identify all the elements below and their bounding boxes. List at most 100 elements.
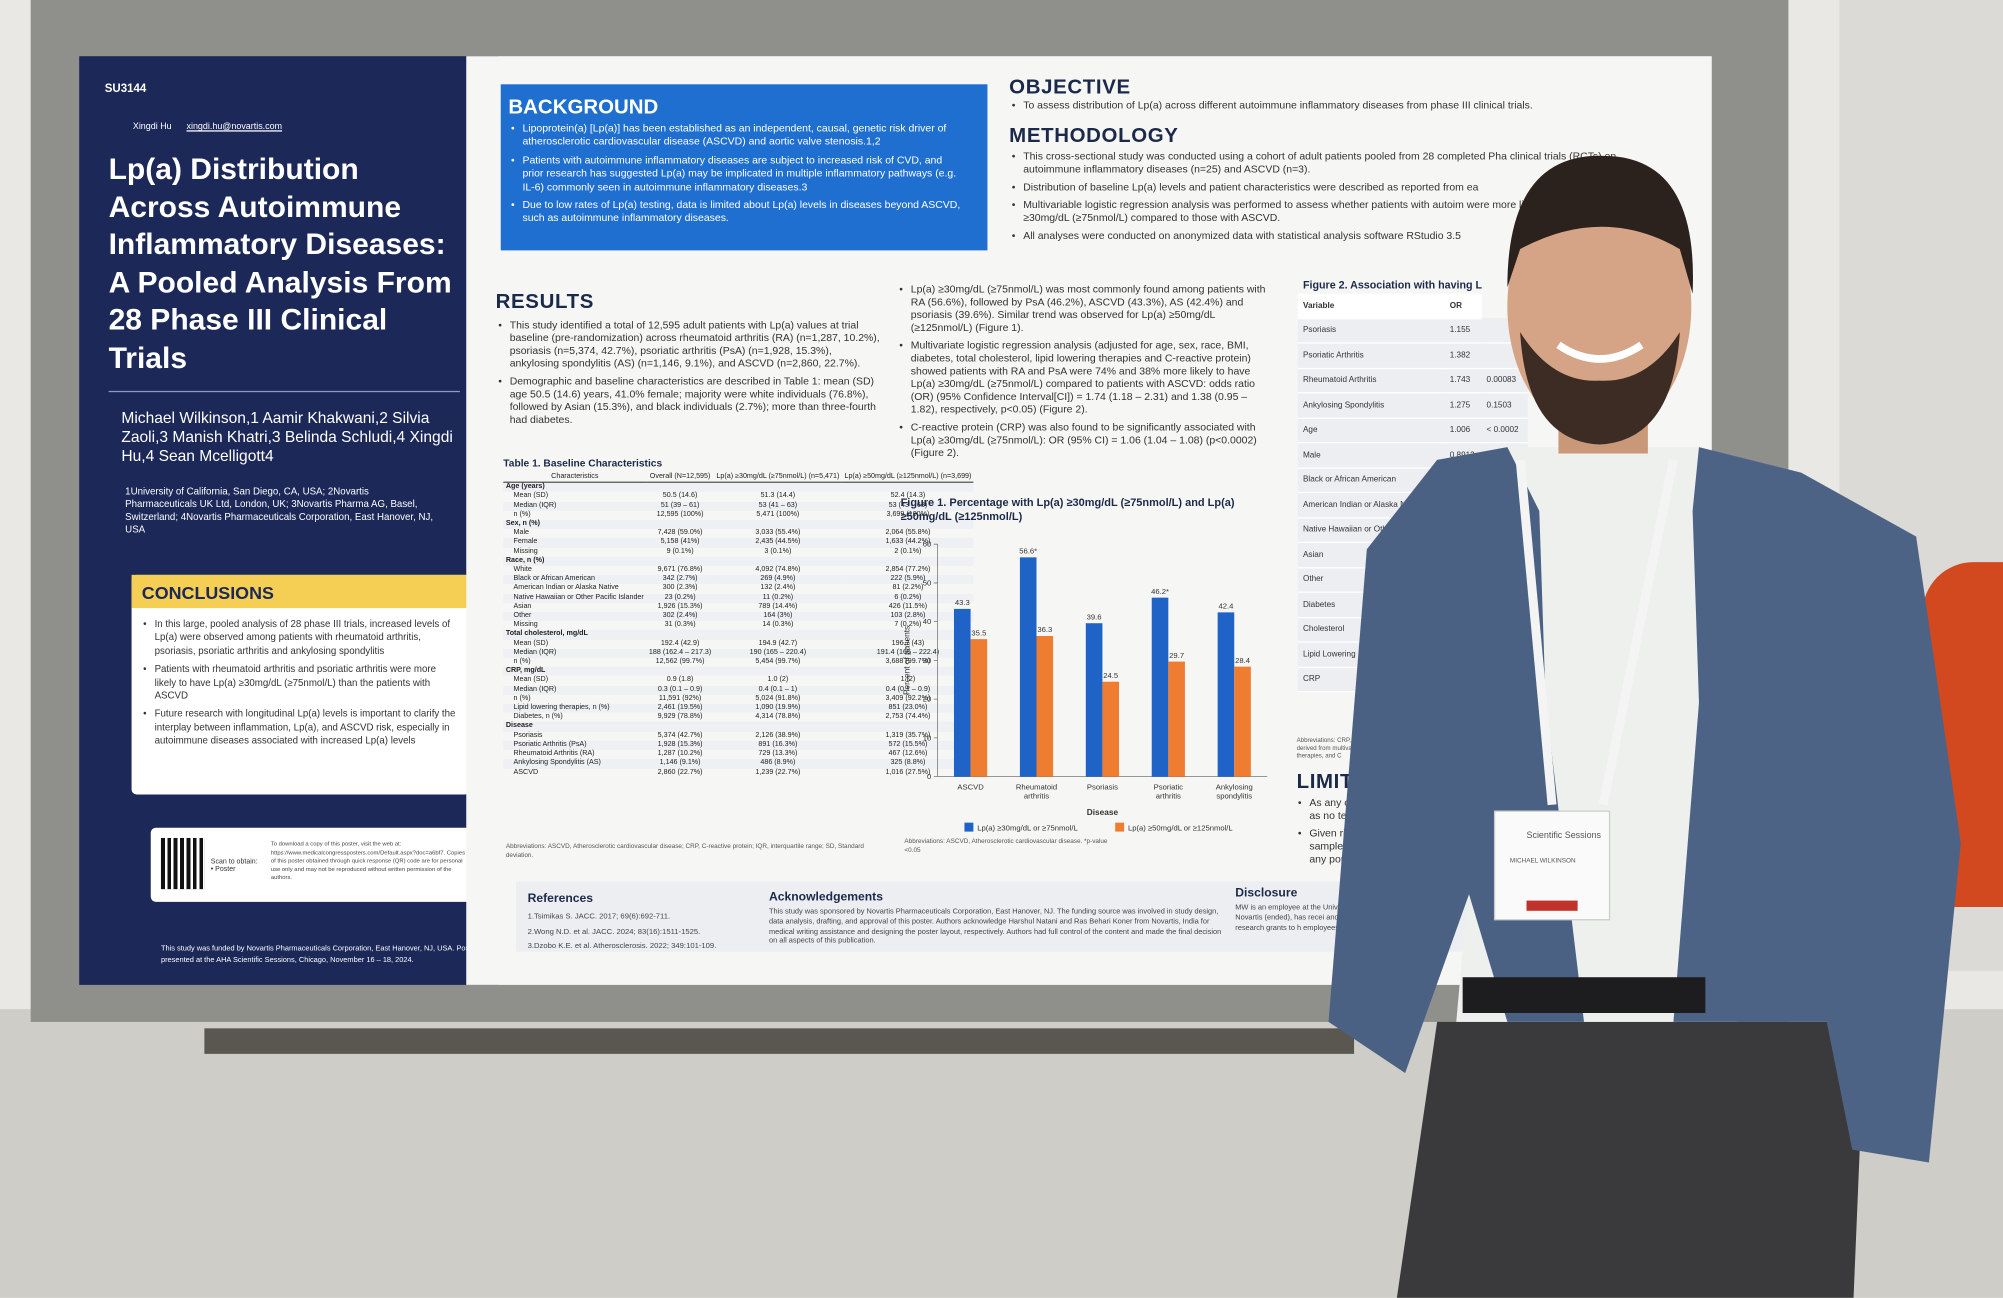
table-cell: Native Hawaiian or Other Pacific Islande… [503, 593, 647, 603]
table-row: Median (IQR) 188 (162.4 – 217.3) 190 (165 … [503, 648, 974, 658]
table-cell: Lipid lowering therapies, n (%) [503, 703, 647, 714]
bullet-item: Patients with autoimmune inflammatory di… [511, 154, 964, 194]
x-axis-label: Disease [1087, 807, 1119, 817]
data-label: 42.4 [1218, 602, 1234, 611]
bar [1019, 557, 1037, 777]
table-cell: Psoriatic Arthritis (PsA) [503, 740, 647, 750]
table-cell: Other [503, 611, 647, 622]
table-row: Missing 31 (0.3%) 14 (0.3%) 7 (0.2%) [503, 621, 974, 630]
x-tick-label: Psoriasis [1087, 782, 1118, 791]
table-cell: n (%) [513, 657, 531, 666]
table-edge [204, 1028, 1355, 1054]
table-header-cell: Overall (N=12,595) [646, 472, 714, 484]
table-cell: 2,435 (44.5%) [713, 538, 842, 548]
table-cell: 486 (8.9%) [713, 759, 842, 769]
baseline-table: Characteristics Overall (N=12,595) Lp(a) ≥… [503, 472, 974, 778]
lanyard-right [1598, 458, 1678, 806]
table-cell: Age (years) [503, 482, 974, 493]
poster-title: Lp(a) Distribution Across Autoimmune Inf… [108, 152, 452, 375]
smile [1556, 341, 1644, 363]
bullet-item: Future research with longitudinal Lp(a) … [143, 708, 456, 748]
table-cell: 851 (23.0%) [841, 703, 974, 714]
y-tick-label: 20 [923, 695, 932, 704]
acknowledgements-text: This study was sponsored by Novartis Pha… [769, 908, 1222, 946]
table-cell: 325 (8.8%) [841, 759, 974, 769]
y-tick-label: 50 [923, 578, 932, 587]
table-row: Black or African American 342 (2.7%) 269 (… [503, 575, 974, 585]
table-title: Table 1. Baseline Characteristics [503, 457, 663, 469]
table-cell: 5,471 (100%) [756, 510, 800, 519]
figure1-chart: 0 10 20 30 40 50 60 Percent of patients ASCVD 43.… [902, 540, 1268, 832]
table-row: Rheumatoid Arthritis 1.743 0.00083 [1297, 367, 1528, 394]
data-label: 46.2* [1151, 587, 1169, 596]
acknowledgements-heading: Acknowledgements [769, 890, 883, 905]
legend-swatch [964, 822, 974, 832]
results-right-list: Lp(a) ≥30mg/dL (≥75nmol/L) was most comm… [899, 284, 1272, 465]
table-cell: 190 (165 – 220.4) [713, 648, 842, 658]
table-cell: 1,090 (19.9%) [713, 703, 842, 714]
table-cell: Psoriasis [513, 731, 543, 740]
data-label: 28.4 [1235, 656, 1251, 665]
data-label: 24.5 [1103, 671, 1118, 680]
table-cell: Male [1297, 442, 1445, 469]
bullet-item: To assess distribution of Lp(a) across d… [1012, 100, 1625, 113]
table-cell: 1,146 (9.1%) [646, 759, 714, 769]
table-footnote: Abbreviations: ASCVD, Atherosclerotic ca… [505, 843, 864, 860]
table-cell: 12,595 (100%) [656, 510, 704, 519]
table-cell: 14 (0.3%) [762, 621, 794, 629]
table-cell: Age [1297, 417, 1445, 444]
contact-email: xingdi.hu@novartis.com [186, 122, 283, 132]
trousers [1396, 1021, 1866, 1298]
table-row: n (%) 12,562 (99.7%) 5,454 (99.7%) 3,688 (9… [503, 658, 974, 667]
results-heading: RESULTS [495, 291, 594, 313]
table-cell: 132 (2.4%) [760, 584, 796, 593]
bullet-item: Lipoprotein(a) [Lp(a)] has been establis… [511, 123, 964, 150]
table-cell: Missing [513, 621, 538, 629]
table-cell: n (%) [513, 510, 531, 519]
table-cell: White [513, 565, 532, 574]
table-cell: 1.0 (2) [767, 676, 789, 685]
data-label: 43.3 [955, 598, 970, 607]
methodology-heading: METHODOLOGY [1009, 125, 1179, 147]
poster-code: SU3144 [104, 81, 147, 95]
table-cell: 4,092 (74.8%) [755, 565, 801, 574]
funding: This study was funded by Novartis Pharma… [160, 945, 478, 965]
table-cell: 2,461 (19.5%) [646, 703, 714, 714]
table-cell: 1,287 (10.2%) [657, 749, 703, 758]
y-tick-label: 0 [927, 772, 931, 781]
table-cell: 2 (0.1%) [894, 547, 922, 556]
table-cell: Male [513, 529, 530, 537]
table-cell: Black or African American [503, 575, 647, 585]
table-header-row: Variable OR [1297, 293, 1528, 319]
objective-list: To assess distribution of Lp(a) across d… [1012, 100, 1625, 118]
bullet-item: Patients with rheumatoid arthritis and p… [143, 663, 456, 703]
x-tick-label: Ankylosing spondylitis [1216, 782, 1253, 800]
table-cell: Psoriasis [1297, 318, 1445, 344]
figure2-footnote: Abbreviations: CRP, C-reactive P-value d… [1296, 738, 1404, 761]
table-cell: 1.382 [1444, 342, 1482, 369]
table-cell: 3,033 (55.4%) [755, 529, 801, 537]
table-row: Other 302 (2.4%) 164 (3%) 103 (2.8%) [503, 611, 974, 622]
table-row: Rheumatoid Arthritis (RA) 1,287 (10.2%) 72… [503, 750, 974, 759]
table-cell: Mean (SD) [513, 676, 549, 685]
disclosure-text: MW is an employee at the University boar… [1235, 904, 1388, 932]
table-row: n (%) 11,591 (92%) 5,024 (91.8%) 3,409 (92.… [503, 695, 974, 704]
table-cell: 426 (11.5%) [888, 602, 928, 611]
table-cell: Disease [503, 722, 974, 732]
table-header-cell: Characteristics [503, 472, 647, 484]
table-cell: 0.1503 [1481, 392, 1528, 419]
table-cell: 9 (0.1%) [666, 547, 694, 556]
objective-heading: OBJECTIVE [1009, 76, 1131, 99]
table-cell: 2,126 (38.9%) [755, 731, 801, 740]
table-cell: 53 (43 – 63) [841, 501, 974, 511]
table-cell: 0.4 (0.1 – 0.9) [841, 685, 974, 695]
bar [1036, 636, 1054, 777]
table-cell: 3 (0.1%) [764, 547, 792, 556]
bullet-item: Multivariate logistic regression analysi… [899, 340, 1272, 417]
table-row: Disease [503, 722, 974, 732]
table-cell: 6 (0.2%) [841, 593, 974, 603]
qr-text: To download a copy of this poster, visit… [270, 840, 466, 881]
table-cell: Mean (SD) [513, 639, 549, 648]
table-cell: 9,671 (76.8%) [657, 565, 703, 574]
